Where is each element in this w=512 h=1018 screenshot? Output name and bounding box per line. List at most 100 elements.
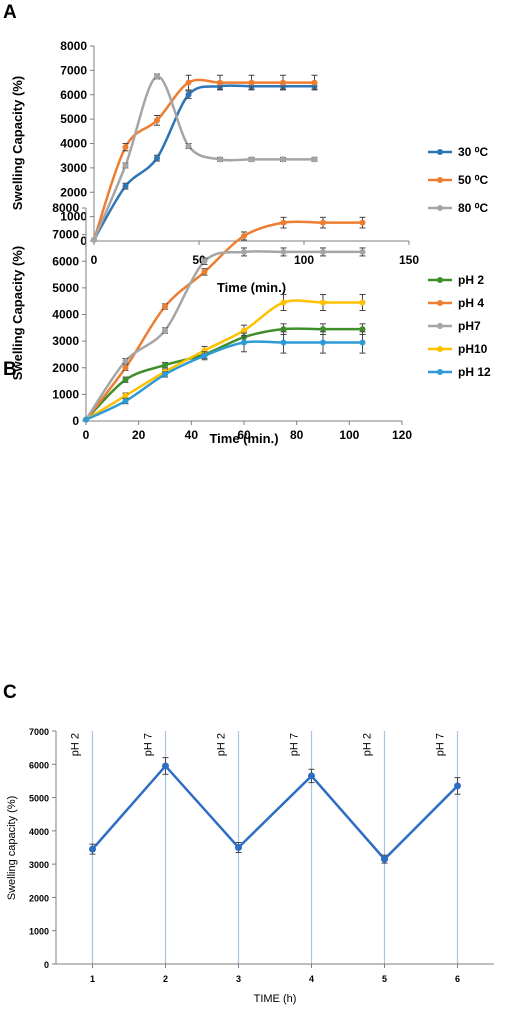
data-point xyxy=(83,416,89,423)
data-point xyxy=(320,339,326,346)
data-point xyxy=(280,156,286,163)
data-point xyxy=(311,79,318,86)
x-tick-label: 0 xyxy=(91,253,98,267)
y-tick-label: 0 xyxy=(72,414,79,428)
x-tick-label: 2 xyxy=(163,974,168,984)
y-tick-label: 5000 xyxy=(60,112,87,126)
x-tick-label: 4 xyxy=(309,974,314,984)
data-point xyxy=(201,268,208,275)
legend-swatch-marker xyxy=(437,369,443,375)
data-point xyxy=(241,339,247,346)
phase-label: pH 7 xyxy=(143,733,155,756)
x-tick-label: 40 xyxy=(185,428,199,442)
x-axis-title: Time (min.) xyxy=(217,280,286,295)
data-point xyxy=(381,855,388,863)
y-axis-title: Swelling capacity (%) xyxy=(6,796,18,901)
x-tick-label: 1 xyxy=(90,974,95,984)
y-tick-label: 3000 xyxy=(52,334,79,348)
data-point xyxy=(280,219,287,226)
y-tick-label: 3000 xyxy=(29,860,49,870)
y-tick-label: 1000 xyxy=(60,210,87,224)
y-tick-label: 7000 xyxy=(60,63,87,77)
y-tick-label: 2000 xyxy=(29,893,49,903)
y-tick-label: 2000 xyxy=(60,185,87,199)
phase-label: pH 2 xyxy=(70,733,82,756)
legend-swatch-marker xyxy=(437,277,443,283)
data-point xyxy=(248,156,255,163)
data-point xyxy=(454,782,461,790)
data-point xyxy=(320,326,326,333)
data-point xyxy=(359,326,366,333)
data-point xyxy=(280,79,286,86)
data-point xyxy=(311,156,318,163)
data-point xyxy=(154,155,160,162)
y-tick-label: 6000 xyxy=(29,760,49,770)
data-point xyxy=(122,144,129,151)
data-point xyxy=(280,339,287,346)
x-tick-label: 150 xyxy=(399,253,419,267)
data-point xyxy=(162,303,168,310)
legend-swatch-marker xyxy=(437,205,443,211)
data-point xyxy=(162,371,168,378)
series-line xyxy=(85,340,363,421)
y-tick-label: 1000 xyxy=(29,927,49,937)
data-point xyxy=(89,845,96,853)
series-line xyxy=(85,299,363,421)
data-point xyxy=(320,248,326,255)
y-tick-label: 2000 xyxy=(52,361,79,375)
series-line xyxy=(91,764,459,861)
data-point xyxy=(185,79,192,86)
data-point xyxy=(122,358,129,365)
panel-a-letter: A xyxy=(3,2,17,23)
y-axis-title: Swelling Capacity (%) xyxy=(10,76,25,210)
legend-swatch-marker xyxy=(437,323,443,329)
y-tick-label: 3000 xyxy=(60,161,87,175)
x-tick-label: 3 xyxy=(236,974,241,984)
data-point xyxy=(359,248,366,255)
legend-swatch-marker xyxy=(437,346,443,352)
data-point xyxy=(217,79,223,86)
data-point xyxy=(359,299,366,306)
y-tick-label: 6000 xyxy=(52,254,79,268)
data-point xyxy=(201,352,208,359)
x-tick-label: 100 xyxy=(294,253,314,267)
legend-swatch-marker xyxy=(437,149,443,155)
phase-label: pH 2 xyxy=(362,733,374,756)
phase-label: pH 7 xyxy=(435,733,447,756)
x-tick-label: 100 xyxy=(339,428,359,442)
x-tick-label: 120 xyxy=(392,428,412,442)
data-point xyxy=(280,326,287,333)
data-point xyxy=(308,772,315,780)
panel-c-letter: C xyxy=(3,682,17,703)
phase-label: pH 2 xyxy=(216,733,228,756)
data-point xyxy=(241,232,247,239)
data-point xyxy=(162,327,168,334)
y-tick-label: 1000 xyxy=(52,387,79,401)
data-point xyxy=(154,73,160,80)
y-tick-label: 0 xyxy=(80,234,87,248)
data-point xyxy=(235,844,242,851)
legend-label: 50 ⁰C xyxy=(458,173,488,187)
y-tick-label: 6000 xyxy=(60,88,87,102)
data-point xyxy=(185,91,192,98)
data-point xyxy=(201,258,208,265)
data-point xyxy=(122,162,129,169)
data-point xyxy=(122,376,129,383)
x-tick-label: 20 xyxy=(132,428,146,442)
y-axis-title: Swelling Capacity (%) xyxy=(10,246,25,380)
legend-swatch-marker xyxy=(437,177,443,183)
x-tick-label: 80 xyxy=(290,428,304,442)
y-tick-label: 0 xyxy=(44,960,49,970)
data-point xyxy=(320,299,326,306)
data-point xyxy=(241,248,247,255)
legend-label: pH 4 xyxy=(458,296,484,310)
chart-c: pH 2 pH 7 pH 2 pH 7 pH 2 pH 7 0 1000 2000 3000 400… xyxy=(6,727,494,1005)
series-line xyxy=(92,84,315,241)
y-tick-label: 5000 xyxy=(29,794,49,804)
legend-label: pH7 xyxy=(458,319,481,333)
data-point xyxy=(162,762,169,770)
